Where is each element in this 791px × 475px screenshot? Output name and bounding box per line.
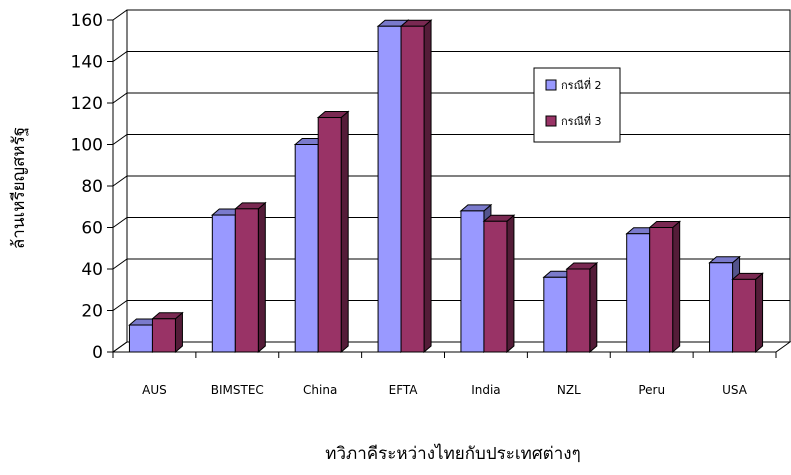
gridline <box>112 9 790 21</box>
bar-front <box>294 144 319 353</box>
y-tick-labels: 0 20 40 60 80 100 120 140 160 <box>71 11 103 363</box>
bar-front <box>151 318 176 353</box>
bar <box>151 311 184 354</box>
y-tick-label: 40 <box>81 260 103 280</box>
bar-side <box>672 220 681 354</box>
bar-front <box>483 220 508 353</box>
legend-label-series-1: กรณีที่ 2 <box>561 77 602 92</box>
bar-front <box>543 276 568 353</box>
bar-front <box>211 214 236 353</box>
x-tick-label: USA <box>722 383 748 397</box>
x-tick-labels: AUS BIMSTEC China EFTA India NZL Peru USA <box>142 383 748 397</box>
bar-side <box>174 311 183 354</box>
bar-side <box>340 110 349 354</box>
bar <box>399 19 433 354</box>
legend-swatch-series-1 <box>545 79 557 91</box>
gridline <box>112 217 790 228</box>
legend: กรณีที่ 2 กรณีที่ 3 <box>533 67 621 143</box>
bar-side <box>755 272 764 354</box>
legend-swatch-series-2 <box>545 115 557 127</box>
bar <box>648 220 682 354</box>
bar-front <box>626 233 651 353</box>
bar <box>233 201 267 354</box>
bar <box>731 272 764 354</box>
y-tick-label: 100 <box>71 136 103 156</box>
y-tick-label: 140 <box>71 53 103 73</box>
y-tick-label: 20 <box>81 302 103 322</box>
bar <box>565 261 599 354</box>
y-axis-title: ล้านเหรียญสหรัฐ <box>9 127 29 249</box>
bar-front <box>460 210 485 353</box>
bar-front <box>709 262 734 353</box>
legend-label-series-2: กรณีที่ 3 <box>561 113 602 128</box>
x-tick-label: EFTA <box>389 383 419 397</box>
x-tick-label: China <box>303 383 337 397</box>
bars <box>128 19 764 354</box>
bar <box>482 214 516 354</box>
bar <box>316 110 350 354</box>
bar-front <box>566 268 591 353</box>
bar-front <box>377 25 402 353</box>
bar-front <box>732 278 757 353</box>
gridline <box>112 134 790 145</box>
gridline <box>112 175 790 187</box>
bar-side <box>423 19 432 354</box>
y-tick-label: 60 <box>81 219 103 239</box>
gridline <box>112 258 790 270</box>
y-tick-label: 0 <box>92 343 103 363</box>
bar-side <box>506 214 515 354</box>
y-tick-label: 120 <box>71 94 103 114</box>
x-tick-label: BIMSTEC <box>211 383 264 397</box>
x-tick-label: Peru <box>638 383 665 397</box>
gridline <box>112 92 790 104</box>
bar-front <box>400 25 425 353</box>
x-axis-title: ทวิภาคีระหว่างไทยกับประเทศต่างๆ <box>325 443 580 464</box>
gridline <box>112 51 790 62</box>
bar-front <box>317 117 342 353</box>
x-tick-label: NZL <box>557 383 581 397</box>
y-tick-label: 80 <box>81 177 103 197</box>
x-tick-label: AUS <box>142 383 167 397</box>
bar-front <box>234 208 259 353</box>
bar-side <box>589 261 598 354</box>
x-tick-label: India <box>471 383 500 397</box>
y-tick-label: 160 <box>71 11 103 31</box>
bar-front <box>128 324 153 353</box>
bar-side <box>257 201 266 354</box>
bar-front <box>649 227 674 353</box>
